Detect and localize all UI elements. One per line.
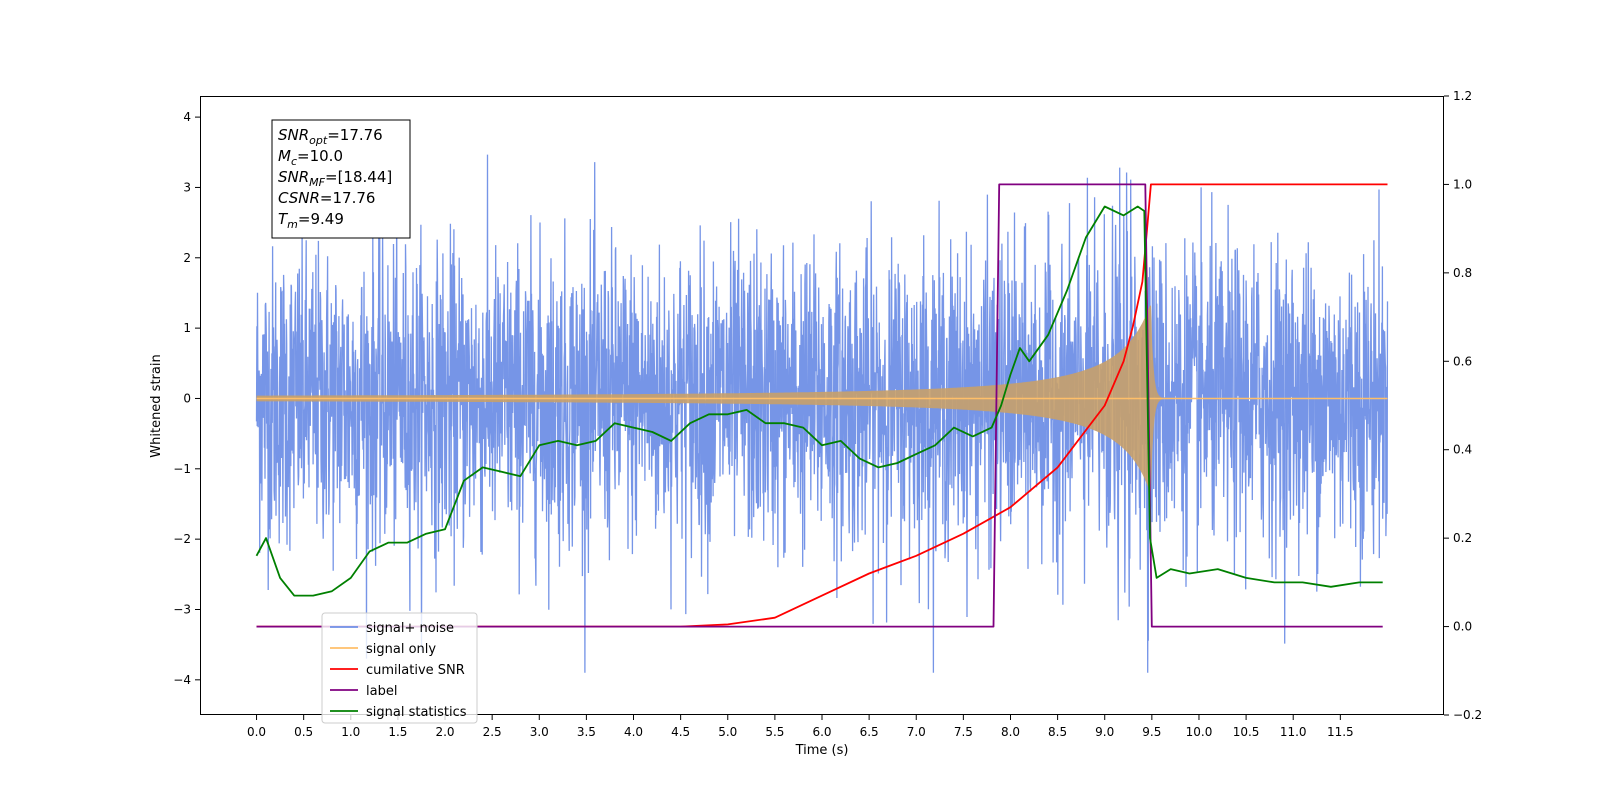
x-tick-label: 8.0 bbox=[1001, 725, 1020, 739]
y-tick-label: −3 bbox=[173, 602, 191, 616]
y-tick-label: 0 bbox=[183, 391, 191, 405]
x-tick-label: 9.5 bbox=[1142, 725, 1161, 739]
y2-tick-label: 0.8 bbox=[1453, 266, 1472, 280]
y-tick-label: 4 bbox=[183, 110, 191, 124]
x-tick-label: 6.5 bbox=[860, 725, 879, 739]
legend-label: label bbox=[366, 684, 397, 699]
x-tick-label: 3.5 bbox=[577, 725, 596, 739]
y-tick-label: 1 bbox=[183, 321, 191, 335]
x-tick-label: 11.0 bbox=[1280, 725, 1307, 739]
y2-tick-label: 0.0 bbox=[1453, 620, 1472, 634]
y-tick-label: −1 bbox=[173, 462, 191, 476]
series-label bbox=[256, 183, 1383, 628]
series-signal-noise bbox=[255, 154, 1389, 673]
x-tick-label: 4.5 bbox=[671, 725, 690, 739]
legend-label: cumilative SNR bbox=[366, 663, 465, 678]
series-layer bbox=[255, 154, 1389, 673]
x-tick-label: 0.0 bbox=[247, 725, 266, 739]
x-tick-label: 11.5 bbox=[1327, 725, 1354, 739]
y2-tick-label: 1.0 bbox=[1453, 177, 1472, 191]
series-cumilative-snr bbox=[256, 183, 1388, 628]
x-tick-label: 9.0 bbox=[1095, 725, 1114, 739]
x-tick-label: 3.0 bbox=[530, 725, 549, 739]
y-axis-left: −4 −3 −2 −1 0 1 2 3 4 bbox=[173, 110, 200, 687]
y-axis-label: Whitened strain bbox=[149, 354, 164, 457]
plot-frame bbox=[200, 96, 1444, 715]
x-tick-label: 8.5 bbox=[1048, 725, 1067, 739]
annotation-box: SNRopt=17.76Mc=10.0SNRMF=[18.44]CSNR=17.… bbox=[271, 119, 411, 239]
y2-tick-label: −0.2 bbox=[1453, 708, 1482, 722]
y-tick-label: −2 bbox=[173, 532, 191, 546]
annotation-line: Tm=9.49 bbox=[278, 210, 344, 231]
x-tick-label: 6.0 bbox=[812, 725, 831, 739]
legend-label: signal statistics bbox=[366, 705, 467, 720]
annotation-line: SNRMF=[18.44] bbox=[278, 168, 392, 189]
legend-frame bbox=[321, 612, 478, 724]
x-tick-label: 1.0 bbox=[341, 725, 360, 739]
x-tick-label: 10.5 bbox=[1233, 725, 1260, 739]
annotation-line: Mc=10.0 bbox=[278, 147, 343, 168]
y-tick-label: 2 bbox=[183, 251, 191, 265]
legend-label: signal only bbox=[366, 642, 436, 657]
x-tick-label: 5.0 bbox=[718, 725, 737, 739]
y2-tick-label: 0.4 bbox=[1453, 443, 1472, 457]
legend[interactable]: signal+ noise signal only cumilative SNR la… bbox=[321, 612, 478, 724]
y2-tick-label: 0.6 bbox=[1453, 354, 1472, 368]
y2-tick-label: 1.2 bbox=[1453, 89, 1472, 103]
x-tick-label: 5.5 bbox=[765, 725, 784, 739]
x-tick-label: 10.0 bbox=[1186, 725, 1213, 739]
legend-label: signal+ noise bbox=[366, 621, 454, 636]
y-tick-label: −4 bbox=[173, 673, 191, 687]
x-tick-label: 4.0 bbox=[624, 725, 643, 739]
y-tick-label: 3 bbox=[183, 180, 191, 194]
annotation-line: CSNR=17.76 bbox=[278, 189, 375, 207]
x-tick-label: 2.5 bbox=[483, 725, 502, 739]
x-tick-label: 7.0 bbox=[907, 725, 926, 739]
x-tick-label: 0.5 bbox=[294, 725, 313, 739]
x-axis: 0.0 0.5 1.0 1.5 2.0 2.5 3.0 3.5 4.0 4.5 5.0 5.5 6.0 6… bbox=[247, 715, 1354, 739]
annotation-line: SNRopt=17.76 bbox=[278, 126, 383, 147]
annotation-frame bbox=[271, 119, 411, 239]
x-tick-label: 2.0 bbox=[435, 725, 454, 739]
series-signal-statistics bbox=[255, 205, 1383, 597]
y-axis-right: −0.2 0.0 0.2 0.4 0.6 0.8 1.0 1.2 bbox=[1444, 89, 1482, 722]
x-tick-label: 1.5 bbox=[388, 725, 407, 739]
x-tick-label: 7.5 bbox=[954, 725, 973, 739]
x-axis-label: Time (s) bbox=[795, 743, 849, 758]
plot-area bbox=[255, 154, 1389, 673]
y2-tick-label: 0.2 bbox=[1453, 531, 1472, 545]
